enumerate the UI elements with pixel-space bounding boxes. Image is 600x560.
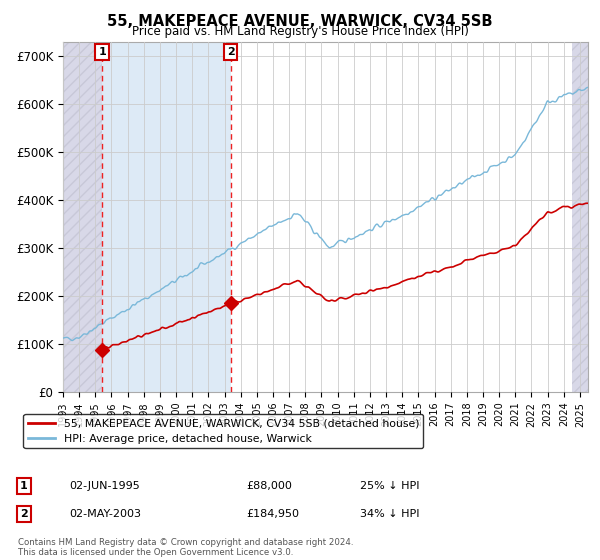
Text: 55, MAKEPEACE AVENUE, WARWICK, CV34 5SB: 55, MAKEPEACE AVENUE, WARWICK, CV34 5SB [107,14,493,29]
Bar [63,42,102,392]
Text: 34% ↓ HPI: 34% ↓ HPI [360,509,419,519]
Text: 25% ↓ HPI: 25% ↓ HPI [360,481,419,491]
Text: £184,950: £184,950 [246,509,299,519]
Text: 1: 1 [20,481,28,491]
Text: 2: 2 [227,47,235,57]
Text: Contains HM Land Registry data © Crown copyright and database right 2024.
This d: Contains HM Land Registry data © Crown c… [18,538,353,557]
Legend: 55, MAKEPEACE AVENUE, WARWICK, CV34 5SB (detached house), HPI: Average price, de: 55, MAKEPEACE AVENUE, WARWICK, CV34 5SB … [23,414,424,449]
Text: 02-MAY-2003: 02-MAY-2003 [69,509,141,519]
Text: 02-JUN-1995: 02-JUN-1995 [69,481,140,491]
Text: £88,000: £88,000 [246,481,292,491]
Text: 2: 2 [20,509,28,519]
Text: Price paid vs. HM Land Registry's House Price Index (HPI): Price paid vs. HM Land Registry's House … [131,25,469,38]
Bar [102,42,230,392]
Text: 1: 1 [98,47,106,57]
Bar [572,42,588,392]
